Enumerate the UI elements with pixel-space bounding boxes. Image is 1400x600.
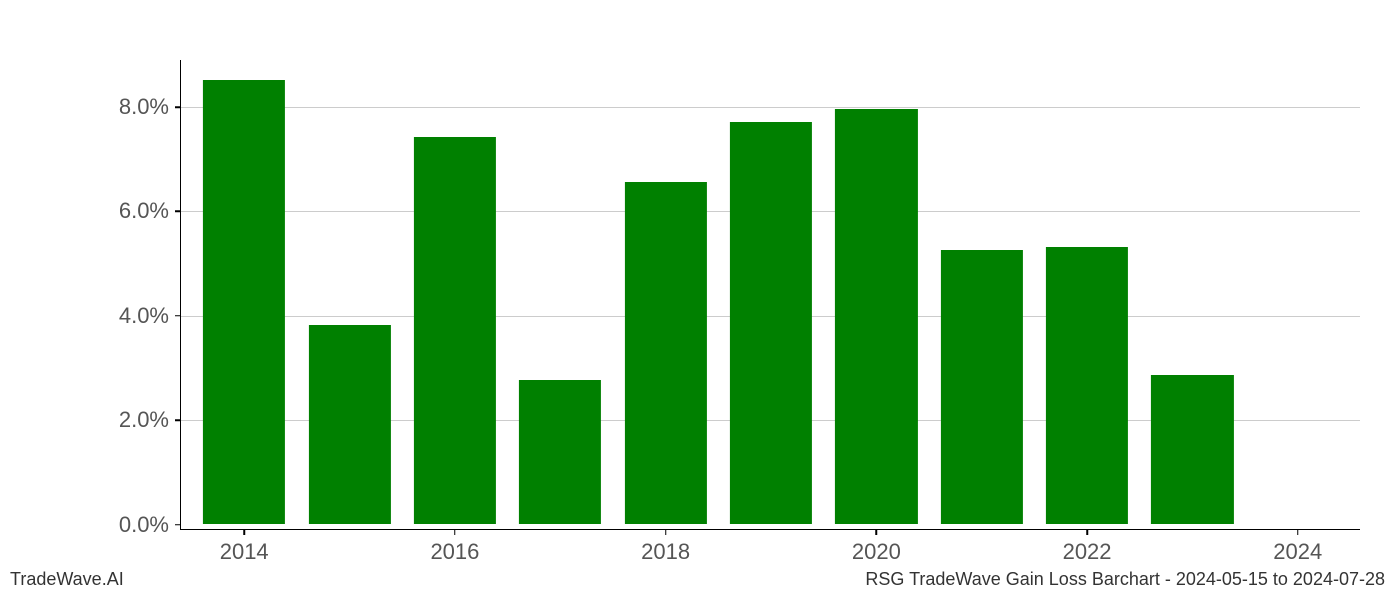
x-tick-mark: [1297, 529, 1299, 535]
bar: [414, 137, 496, 523]
bar: [203, 80, 285, 524]
footer-caption: RSG TradeWave Gain Loss Barchart - 2024-…: [865, 569, 1385, 590]
bar: [308, 325, 390, 523]
grid-line: [181, 107, 1360, 108]
x-tick-mark: [243, 529, 245, 535]
bar: [730, 122, 812, 524]
y-tick-label: 2.0%: [119, 407, 169, 433]
y-tick-mark: [175, 315, 181, 317]
chart-container: 0.0%2.0%4.0%6.0%8.0%20142016201820202022…: [180, 60, 1360, 530]
bar: [1151, 375, 1233, 524]
bar: [625, 182, 707, 524]
y-tick-label: 6.0%: [119, 198, 169, 224]
bar: [1046, 247, 1128, 524]
bar: [519, 380, 601, 524]
y-tick-label: 8.0%: [119, 94, 169, 120]
x-tick-mark: [665, 529, 667, 535]
x-tick-mark: [454, 529, 456, 535]
x-tick-label: 2018: [641, 539, 690, 565]
x-tick-mark: [1086, 529, 1088, 535]
bar: [835, 109, 917, 524]
x-tick-label: 2020: [852, 539, 901, 565]
y-tick-mark: [175, 106, 181, 108]
y-tick-mark: [175, 211, 181, 213]
x-tick-mark: [876, 529, 878, 535]
bar: [941, 250, 1023, 524]
y-tick-mark: [175, 420, 181, 422]
x-tick-label: 2022: [1063, 539, 1112, 565]
x-tick-label: 2016: [430, 539, 479, 565]
plot-area: 0.0%2.0%4.0%6.0%8.0%20142016201820202022…: [180, 60, 1360, 530]
y-tick-mark: [175, 524, 181, 526]
x-tick-label: 2014: [220, 539, 269, 565]
y-tick-label: 4.0%: [119, 303, 169, 329]
footer-brand: TradeWave.AI: [10, 569, 124, 590]
x-tick-label: 2024: [1273, 539, 1322, 565]
y-tick-label: 0.0%: [119, 512, 169, 538]
